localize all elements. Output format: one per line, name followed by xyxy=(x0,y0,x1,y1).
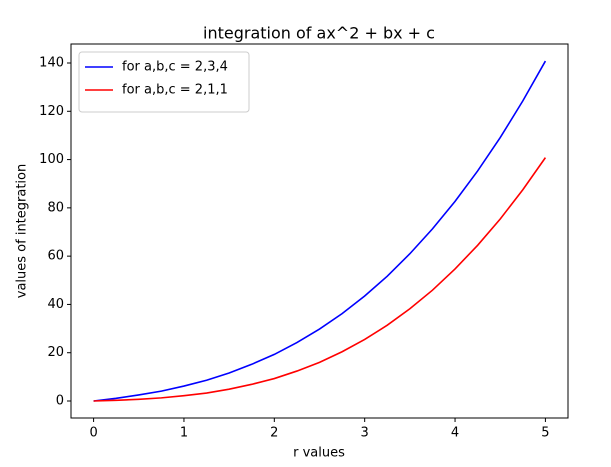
legend-box xyxy=(78,51,250,113)
chart-title: integration of ax^2 + bx + c xyxy=(203,24,435,43)
x-tick-label: 5 xyxy=(541,426,549,441)
data-line xyxy=(93,157,547,402)
y-tick-label: 60 xyxy=(47,249,64,264)
x-axis-label: r values xyxy=(293,446,345,461)
y-axis-label: values of integration xyxy=(15,164,30,299)
x-tick-label: 2 xyxy=(270,426,278,441)
y-tick-label: 80 xyxy=(47,200,64,215)
y-tick-label: 0 xyxy=(56,394,64,409)
legend: for a,b,c = 2,3,4 for a,b,c = 2,1,1 xyxy=(78,51,250,113)
y-tick-label: 140 xyxy=(39,56,64,71)
x-tick-label: 1 xyxy=(180,426,188,441)
y-tick-label: 40 xyxy=(47,297,64,312)
y-tick-label: 20 xyxy=(47,345,64,360)
legend-label: for a,b,c = 2,1,1 xyxy=(122,83,228,98)
x-tick-label: 3 xyxy=(361,426,369,441)
x-tick-label: 4 xyxy=(451,426,459,441)
data-line xyxy=(93,60,547,402)
legend-label: for a,b,c = 2,3,4 xyxy=(122,60,228,75)
y-tick-label: 100 xyxy=(39,152,64,167)
y-tick-label: 120 xyxy=(39,104,64,119)
x-tick-label: 0 xyxy=(89,426,97,441)
plot-frame xyxy=(70,43,569,419)
